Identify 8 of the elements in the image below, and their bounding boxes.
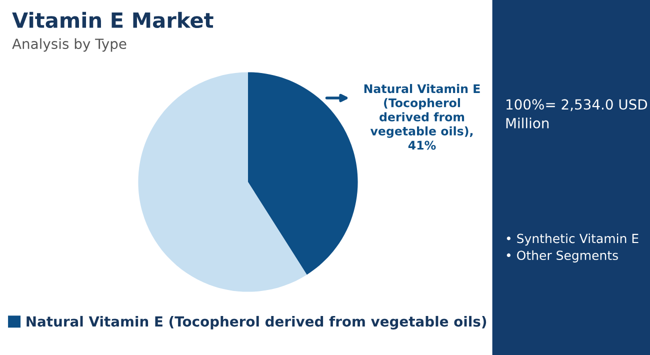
- legend-label: Natural Vitamin E (Tocopherol derived from vegetable oils): [26, 316, 486, 330]
- chart-title: Vitamin E Market: [12, 12, 214, 28]
- text: • Synthetic Vitamin E • Other Segments: [506, 234, 638, 262]
- data-label: Natural Vitamin E (Tocopherol derived from vegetable oils), 41%: [364, 84, 480, 150]
- text: 100%= 2,534.0 USD Million: [506, 99, 648, 128]
- pie-slice: [248, 72, 358, 275]
- chart-subtitle: Analysis by Type: [12, 38, 126, 52]
- pie-slice: [138, 72, 307, 292]
